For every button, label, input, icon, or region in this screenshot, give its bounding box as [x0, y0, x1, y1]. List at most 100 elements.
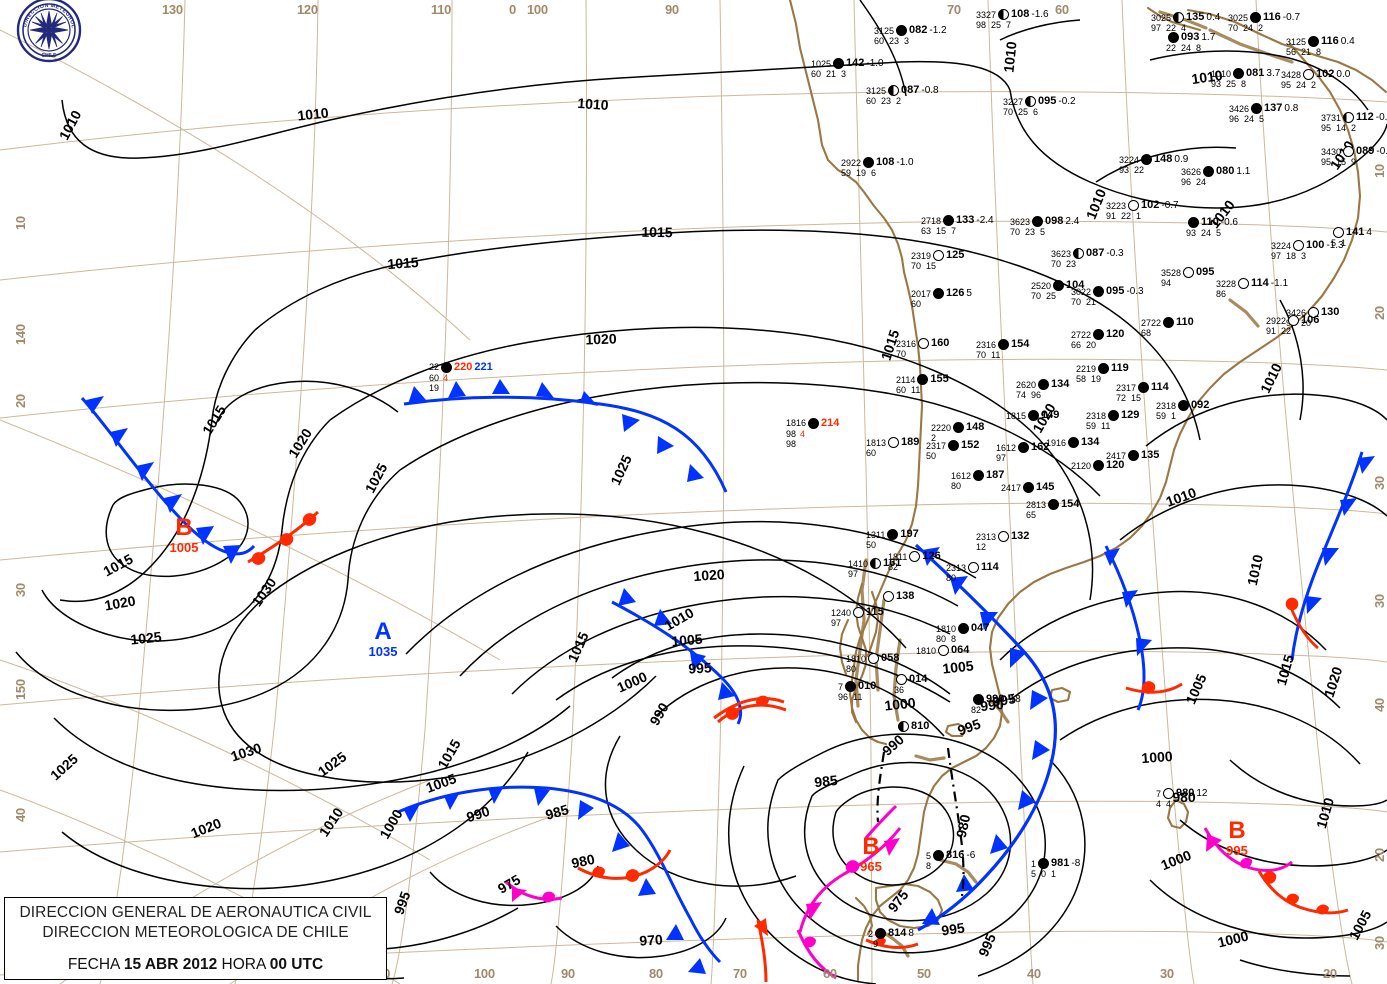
station-cloud-symbol [1098, 363, 1110, 374]
station-plot-138: 138 [881, 591, 914, 603]
station-plot-187: 1612 187 80 [951, 470, 1004, 491]
station-tendency: -1.0 [866, 58, 884, 69]
station-tendency: -0.2 [1058, 96, 1076, 107]
station-lower-mid: 0 [1041, 869, 1047, 879]
station-lower-left: 2 [931, 433, 937, 443]
station-plot-145: 2417 145 [1001, 482, 1054, 494]
ship-report-214: 1816 214 98 4 98 [786, 418, 839, 449]
station-tendency: -0.8 [921, 85, 939, 96]
station-pressure: 141 [1346, 226, 1365, 238]
lat-label-150-left: 150 [13, 679, 28, 700]
lon-label-50-bot: 50 [917, 966, 931, 981]
station-lower-right: 8 [1196, 43, 1202, 53]
station-cloud-symbol [917, 374, 929, 385]
isobar-label-995-60: 995 [940, 919, 966, 939]
station-upper-left: 2318 [1086, 411, 1107, 421]
station-lower-mid: 11 [853, 692, 863, 702]
ship-vis: 60 [429, 373, 440, 383]
station-cloud-symbol [1038, 379, 1050, 390]
ship-temp: 22 [429, 362, 440, 372]
station-lower-left: 60 [866, 448, 877, 458]
station-pressure: 148 [1154, 153, 1173, 165]
station-lower-mid: 96 [1031, 390, 1042, 400]
pressure-center-value: 995 [1226, 843, 1248, 858]
station-plot-064: 1810 064 [916, 645, 969, 657]
troughs [876, 747, 965, 897]
lon-label-90-bot: 90 [561, 966, 575, 981]
station-tendency: 4 [1366, 227, 1372, 238]
station-plot-108: 2922 108 -1.0 59 19 6 [841, 157, 914, 178]
station-pressure: 990 [986, 693, 1005, 705]
station-cloud-symbol [1163, 788, 1175, 799]
station-plot-080: 3626 080 1.1 96 24 [1181, 166, 1250, 187]
station-pressure: 142 [846, 57, 865, 69]
station-cloud-symbol [1303, 69, 1315, 80]
station-plot-095: 3022 095 -0.3 70 21 [1071, 286, 1144, 307]
station-plot-114: 2317 114 72 15 [1116, 382, 1169, 403]
station-plot-106: 2922 106 91 22 [1266, 315, 1319, 336]
station-lower-left: 74 [1016, 390, 1027, 400]
station-cloud-symbol [998, 339, 1010, 350]
station-cloud-symbol [918, 338, 930, 349]
station-upper-left: 1810 [936, 624, 957, 634]
ship-dew: 19 [429, 383, 440, 393]
station-upper-left: 3731 [1321, 113, 1342, 123]
station-lower-left: 70 [1228, 23, 1239, 33]
station-lower-left: 96 [1181, 177, 1192, 187]
station-upper-left: 2722 [1071, 330, 1092, 340]
station-plot-148: 2220 148 2 [931, 422, 984, 443]
station-plot-098: 3623 098 2.4 70 23 5 [1010, 216, 1079, 237]
station-plot-148: 3224 148 0.9 93 22 [1119, 154, 1188, 175]
warm-front-sw-lower [577, 849, 672, 882]
station-plot-160: 2316 160 70 [896, 338, 949, 359]
station-cloud-symbol [1138, 382, 1150, 393]
station-lower-left: 91 [1106, 211, 1117, 221]
pressure-center-low-995: B 995 [1219, 819, 1255, 858]
station-upper-left: 3428 [1281, 70, 1302, 80]
station-upper-left: 3125 [874, 26, 895, 36]
station-lower-left: 60 [874, 36, 885, 46]
pressure-center-symbol: A [374, 618, 392, 645]
station-upper-left: 5 [926, 851, 932, 861]
cold-front-atlantic [1290, 451, 1375, 661]
station-cloud-symbol [1168, 32, 1179, 43]
station-cloud-symbol [1038, 858, 1050, 869]
station-lower-mid: 24 [1181, 43, 1192, 53]
station-cloud-symbol [868, 653, 880, 664]
station-lower-left: 97 [831, 618, 842, 628]
station-plot-133: 2718 133 -2.4 63 15 7 [921, 215, 994, 236]
station-cloud-symbol [1018, 442, 1030, 453]
station-lower-left: 70 [976, 350, 987, 360]
station-lower-mid: 23 [881, 96, 892, 106]
station-plot-114: 3228 114 -1.1 86 [1216, 278, 1288, 299]
station-upper-left: 1916 [1046, 438, 1067, 448]
station-lower-left: 59 [1086, 421, 1097, 431]
station-upper-left: 2313 [976, 532, 997, 542]
station-lower-left: 80 [936, 634, 947, 644]
station-pressure: 115 [866, 606, 884, 618]
cold-front-coast-vertical [754, 918, 768, 983]
station-lower-left: 95 [1321, 123, 1332, 133]
station-lower-right: 6 [1033, 107, 1039, 117]
station-tendency: -0.7 [1161, 200, 1179, 211]
station-lower-left: 12 [976, 542, 987, 552]
station-upper-left: 2417 [1106, 451, 1127, 461]
station-cloud-symbol [888, 437, 900, 448]
ship-dew: 98 [786, 439, 797, 449]
station-pressure: 129 [1121, 409, 1140, 421]
station-tendency: -0.3 [1106, 248, 1124, 259]
station-upper-left: 1811 [888, 552, 908, 562]
station-lower-mid: 22 [1166, 23, 1177, 33]
station-upper-left: 3426 [1229, 104, 1250, 114]
cold-front-pacific [80, 396, 256, 564]
station-plot-100: 3224 100 -1.3 97 18 3 [1271, 240, 1344, 261]
station-pressure: 087 [1086, 247, 1105, 259]
station-cloud-symbol [953, 422, 965, 433]
station-lower-left: 98 [976, 20, 987, 30]
station-cloud-symbol [1073, 248, 1085, 259]
station-lower-left: 97 [1271, 251, 1282, 261]
station-pressure: 126 [922, 550, 941, 562]
station-lower-mid: 11 [1101, 421, 1111, 431]
station-plot-134: 2620 134 74 96 [1016, 379, 1069, 400]
isobar-label-1005-63: 1005 [941, 657, 975, 677]
